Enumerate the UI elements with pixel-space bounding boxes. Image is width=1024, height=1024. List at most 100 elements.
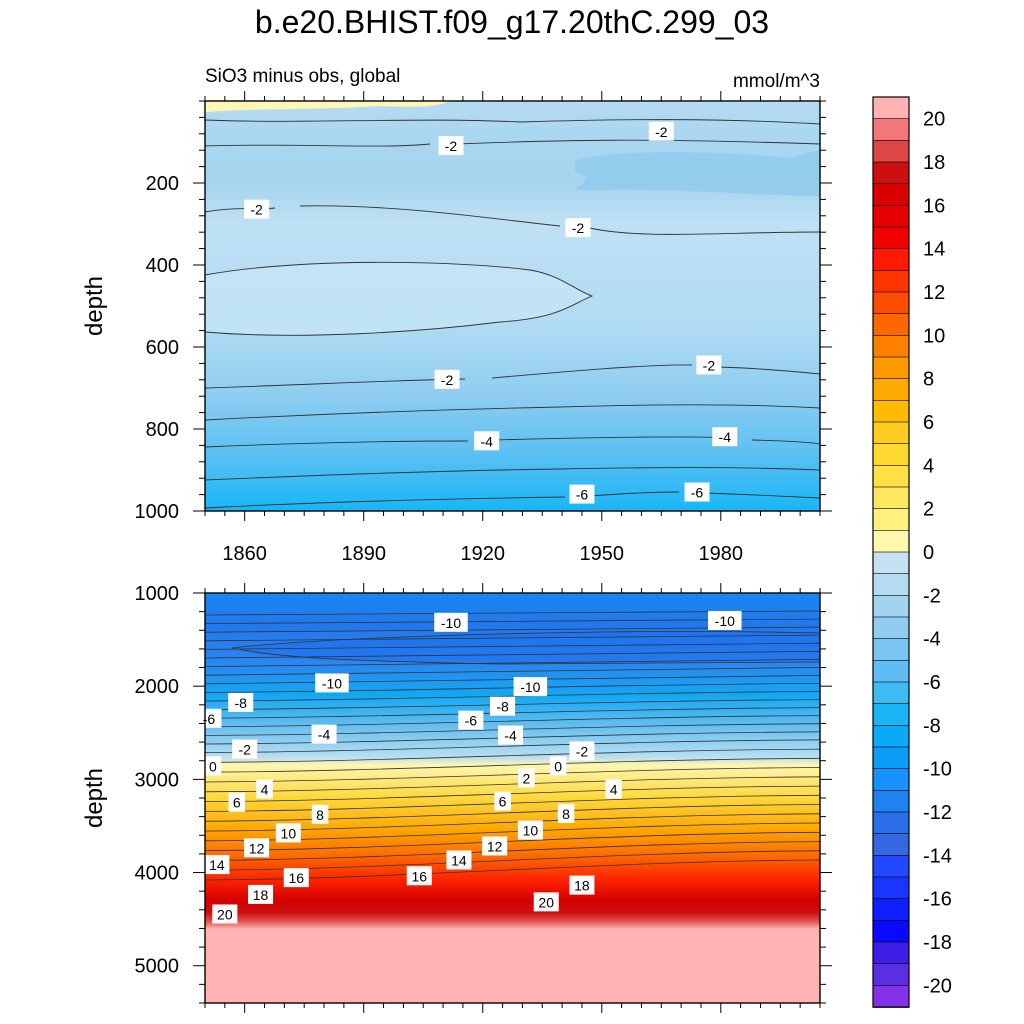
colorbar-swatch xyxy=(872,898,910,922)
contour-label: 12 xyxy=(482,836,508,856)
colorbar-swatch xyxy=(872,876,910,900)
contour-label-box xyxy=(565,218,591,238)
contour-label-text: 0 xyxy=(209,758,217,774)
contour-label-text: -10 xyxy=(715,613,735,629)
contour-label-text: -10 xyxy=(520,679,540,695)
colorbar-swatch xyxy=(872,378,910,402)
colorbar-swatch xyxy=(872,140,910,163)
contour-label-text: 4 xyxy=(610,782,618,798)
y-tick-label: 400 xyxy=(146,255,179,277)
colorbar-swatch xyxy=(872,920,910,943)
upper-light-lens xyxy=(205,262,592,336)
contour-label-box xyxy=(549,756,567,776)
contour-label-box xyxy=(311,724,337,744)
contour-label-text: 14 xyxy=(209,857,225,873)
contour-label-box xyxy=(204,855,230,875)
colorbar-swatch xyxy=(872,248,910,272)
contour-label-box xyxy=(438,136,464,156)
colorbar-swatch xyxy=(872,638,910,662)
colorbar-swatch xyxy=(872,941,910,965)
contour-label-box xyxy=(212,904,238,924)
colorbar-label: -14 xyxy=(923,845,952,867)
contour-label: -2 xyxy=(648,121,674,141)
colorbar-swatch xyxy=(872,205,910,228)
contour-label-text: -2 xyxy=(441,372,454,388)
colorbar-swatch xyxy=(872,270,910,293)
contour-label: -6 xyxy=(458,710,484,730)
y-tick-label: 600 xyxy=(146,337,179,359)
colorbar-swatch xyxy=(872,616,910,640)
contour-label-box xyxy=(708,610,742,630)
contour-label-text: 6 xyxy=(233,795,241,811)
contour-label-box xyxy=(569,875,595,895)
contour-label: -4 xyxy=(311,724,337,744)
upper-contours xyxy=(204,119,821,509)
contour-label-text: 0 xyxy=(554,758,562,774)
subtitle-units: mmol/m^3 xyxy=(733,71,820,92)
contour-label: 12 xyxy=(244,838,270,858)
contour-label-box xyxy=(482,836,508,856)
colorbar: 20181614121086420-2-4-6-8-10-12-14-16-18… xyxy=(872,96,952,1008)
contour-label: -4 xyxy=(474,431,500,451)
colorbar-label: 0 xyxy=(923,542,934,564)
x-tick-label: 1890 xyxy=(341,543,386,565)
contour-label-text: -2 xyxy=(238,742,251,758)
colorbar-swatch xyxy=(872,551,910,575)
contour-label-box xyxy=(204,756,222,776)
colorbar-swatch xyxy=(872,465,910,488)
colorbar-label: -20 xyxy=(923,975,952,997)
contour-label-box xyxy=(474,431,500,451)
colorbar-swatch xyxy=(872,335,910,358)
colorbar-label: -4 xyxy=(923,629,941,651)
contour-label-text: -8 xyxy=(496,699,509,715)
contour-label: 20 xyxy=(212,904,238,924)
contour-label: -8 xyxy=(490,696,516,716)
contour-label-text: 10 xyxy=(523,823,539,839)
contour-label-box xyxy=(228,792,245,812)
colorbar-swatch xyxy=(872,833,910,857)
contour-label-box xyxy=(533,892,559,912)
contour-label-text: -6 xyxy=(465,713,478,729)
x-tick-labels: 1860 1890 1920 1950 1980 xyxy=(222,543,743,565)
colorbar-label: -2 xyxy=(923,585,941,607)
contour-label-box xyxy=(513,677,548,697)
y-tick-label: 3000 xyxy=(135,769,180,791)
contour-label: -2 xyxy=(232,739,258,759)
contour-label-text: 16 xyxy=(288,870,304,886)
colorbar-swatch xyxy=(872,313,910,337)
contour-label-text: 4 xyxy=(261,782,269,798)
contour-label-text: -2 xyxy=(445,138,458,154)
contour-label-box xyxy=(434,369,460,389)
colorbar-frame xyxy=(872,96,910,1008)
contour-label-text: -10 xyxy=(322,675,342,691)
colorbar-swatch xyxy=(872,226,910,250)
contour-label: 10 xyxy=(275,823,301,843)
colorbar-swatch xyxy=(872,183,910,207)
contour-label: 0 xyxy=(204,756,222,776)
contour-label-box xyxy=(311,804,329,824)
contour-label-box xyxy=(712,427,738,447)
contour-label: 14 xyxy=(446,850,472,870)
upper-positive-patch xyxy=(205,101,450,112)
contour-label-text: 18 xyxy=(574,878,590,894)
colorbar-label: 14 xyxy=(923,239,945,261)
contour-label-text: 12 xyxy=(249,840,265,856)
colorbar-swatch xyxy=(872,96,910,120)
contour-label-box xyxy=(228,692,254,712)
contour-label: -2 xyxy=(565,218,591,238)
contour-label-box xyxy=(490,696,516,716)
colorbar-swatch xyxy=(872,725,910,748)
colorbar-swatch xyxy=(872,118,910,142)
upper-axes: 200 400 600 800 1000 xyxy=(135,91,832,523)
contour-label: -6 xyxy=(569,484,595,504)
colorbar-swatch xyxy=(872,985,910,1008)
colorbar-label: -10 xyxy=(923,759,952,781)
contour-label: -10 xyxy=(434,612,468,632)
colorbar-label: 8 xyxy=(923,369,934,391)
contour-label-text: 12 xyxy=(487,838,503,854)
contour-label-text: 6 xyxy=(499,794,507,810)
contour-label-text: 20 xyxy=(217,906,233,922)
contour-label: -2 xyxy=(569,741,595,761)
contour-label-text: -10 xyxy=(441,615,461,631)
